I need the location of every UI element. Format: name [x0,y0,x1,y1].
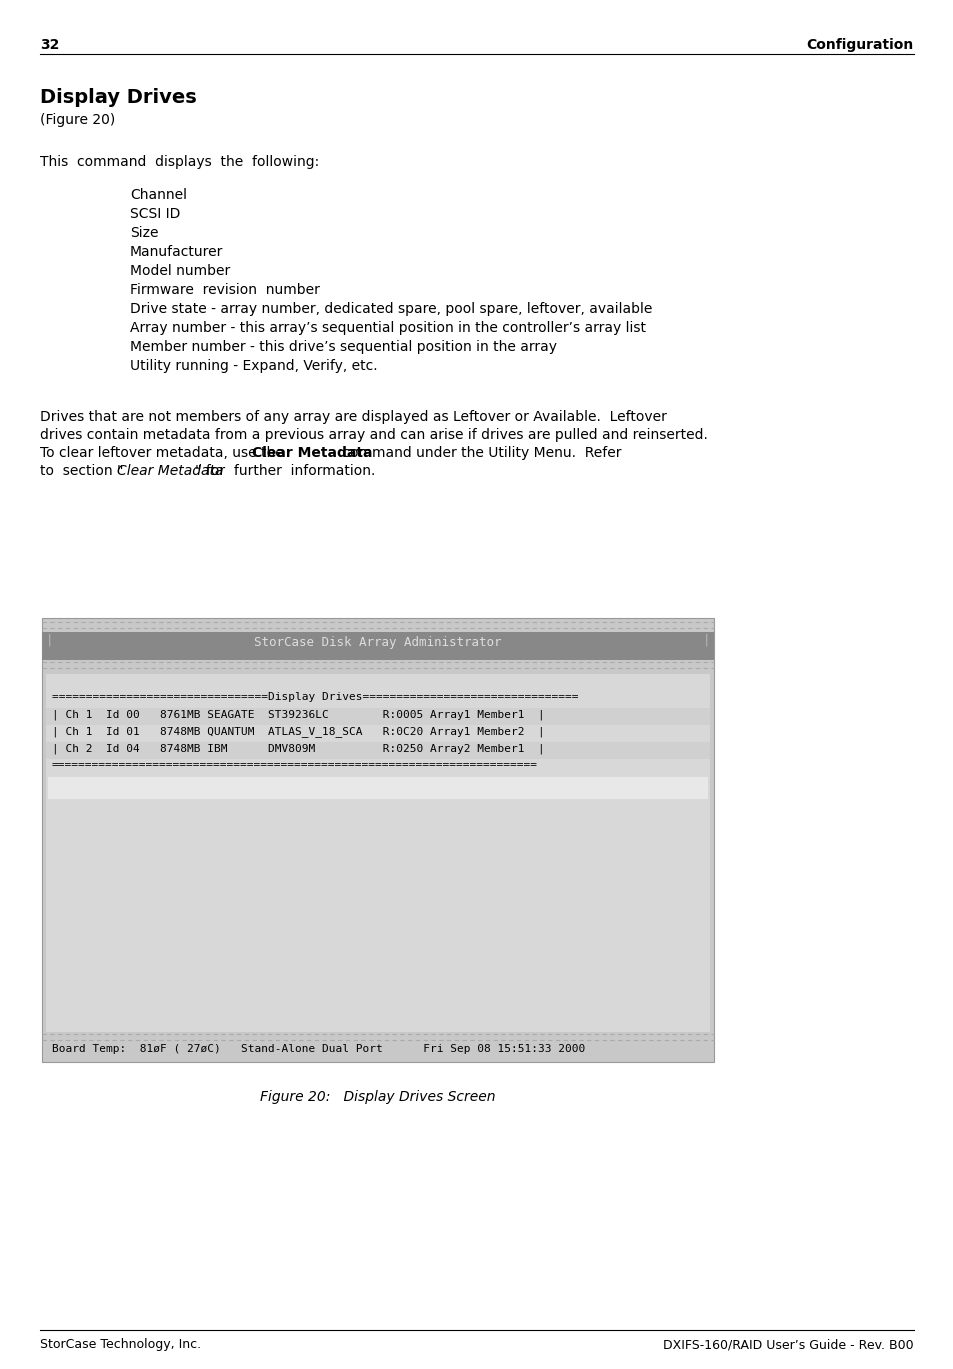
Text: ================================Display Drives================================: ================================Display … [52,691,578,702]
Text: | Ch 2  Id 04   8748MB IBM      DMV809M          R:0250 Array2 Member1  |: | Ch 2 Id 04 8748MB IBM DMV809M R:0250 A… [52,743,544,753]
Bar [48,778,707,799]
Bar [46,742,709,758]
Text: |: | [46,634,53,648]
Text: This  command  displays  the  following:: This command displays the following: [40,155,319,168]
Text: Figure 20:   Display Drives Screen: Figure 20: Display Drives Screen [260,1090,496,1103]
Text: Clear Metadata: Clear Metadata [253,446,373,460]
Text: Clear Metadata: Clear Metadata [116,464,223,478]
Text: Manufacturer: Manufacturer [130,245,223,259]
Text: Display Drives: Display Drives [40,88,196,107]
Text: Firmware  revision  number: Firmware revision number [130,283,319,297]
Text: Utility running - Expand, Verify, etc.: Utility running - Expand, Verify, etc. [130,359,377,372]
Text: to  section ": to section " [40,464,123,478]
Text: Member number - this drive’s sequential position in the array: Member number - this drive’s sequential … [130,340,557,355]
Text: SCSI ID: SCSI ID [130,207,180,220]
Text: Drives that are not members of any array are displayed as Leftover or Available.: Drives that are not members of any array… [40,409,666,424]
Text: Drive state - array number, dedicated spare, pool spare, leftover, available: Drive state - array number, dedicated sp… [130,303,652,316]
Bar [46,726,709,742]
Text: DXIFS-160/RAID User’s Guide - Rev. B00: DXIFS-160/RAID User’s Guide - Rev. B00 [662,1338,913,1351]
Text: Model number: Model number [130,264,230,278]
Bar [42,617,713,1062]
Text: Size: Size [130,226,158,240]
Text: |: | [701,634,709,648]
Text: 32: 32 [40,38,59,52]
Text: | Ch 1  Id 01   8748MB QUANTUM  ATLAS_V_18_SCA   R:0C20 Array1 Member2  |: | Ch 1 Id 01 8748MB QUANTUM ATLAS_V_18_S… [52,726,544,737]
Text: drives contain metadata from a previous array and can arise if drives are pulled: drives contain metadata from a previous … [40,428,707,442]
Text: StorCase Disk Array Administrator: StorCase Disk Array Administrator [254,637,501,649]
Bar [42,632,713,660]
Text: Configuration: Configuration [806,38,913,52]
Text: To clear leftover metadata, use the: To clear leftover metadata, use the [40,446,288,460]
Text: Channel: Channel [130,188,187,203]
Text: ========================================================================: ========================================… [52,760,537,769]
Bar [46,708,709,726]
Text: (Figure 20): (Figure 20) [40,114,115,127]
Text: StorCase Technology, Inc.: StorCase Technology, Inc. [40,1338,201,1351]
Text: " for  further  information.: " for further information. [195,464,375,478]
Text: Array number - this array’s sequential position in the controller’s array list: Array number - this array’s sequential p… [130,320,645,335]
Text: command under the Utility Menu.  Refer: command under the Utility Menu. Refer [338,446,621,460]
Text: Board Temp:  81øF ( 27øC)   Stand-Alone Dual Port      Fri Sep 08 15:51:33 2000: Board Temp: 81øF ( 27øC) Stand-Alone Dua… [52,1045,584,1054]
Bar [46,674,709,1032]
Text: | Ch 1  Id 00   8761MB SEAGATE  ST39236LC        R:0005 Array1 Member1  |: | Ch 1 Id 00 8761MB SEAGATE ST39236LC R:… [52,709,544,720]
